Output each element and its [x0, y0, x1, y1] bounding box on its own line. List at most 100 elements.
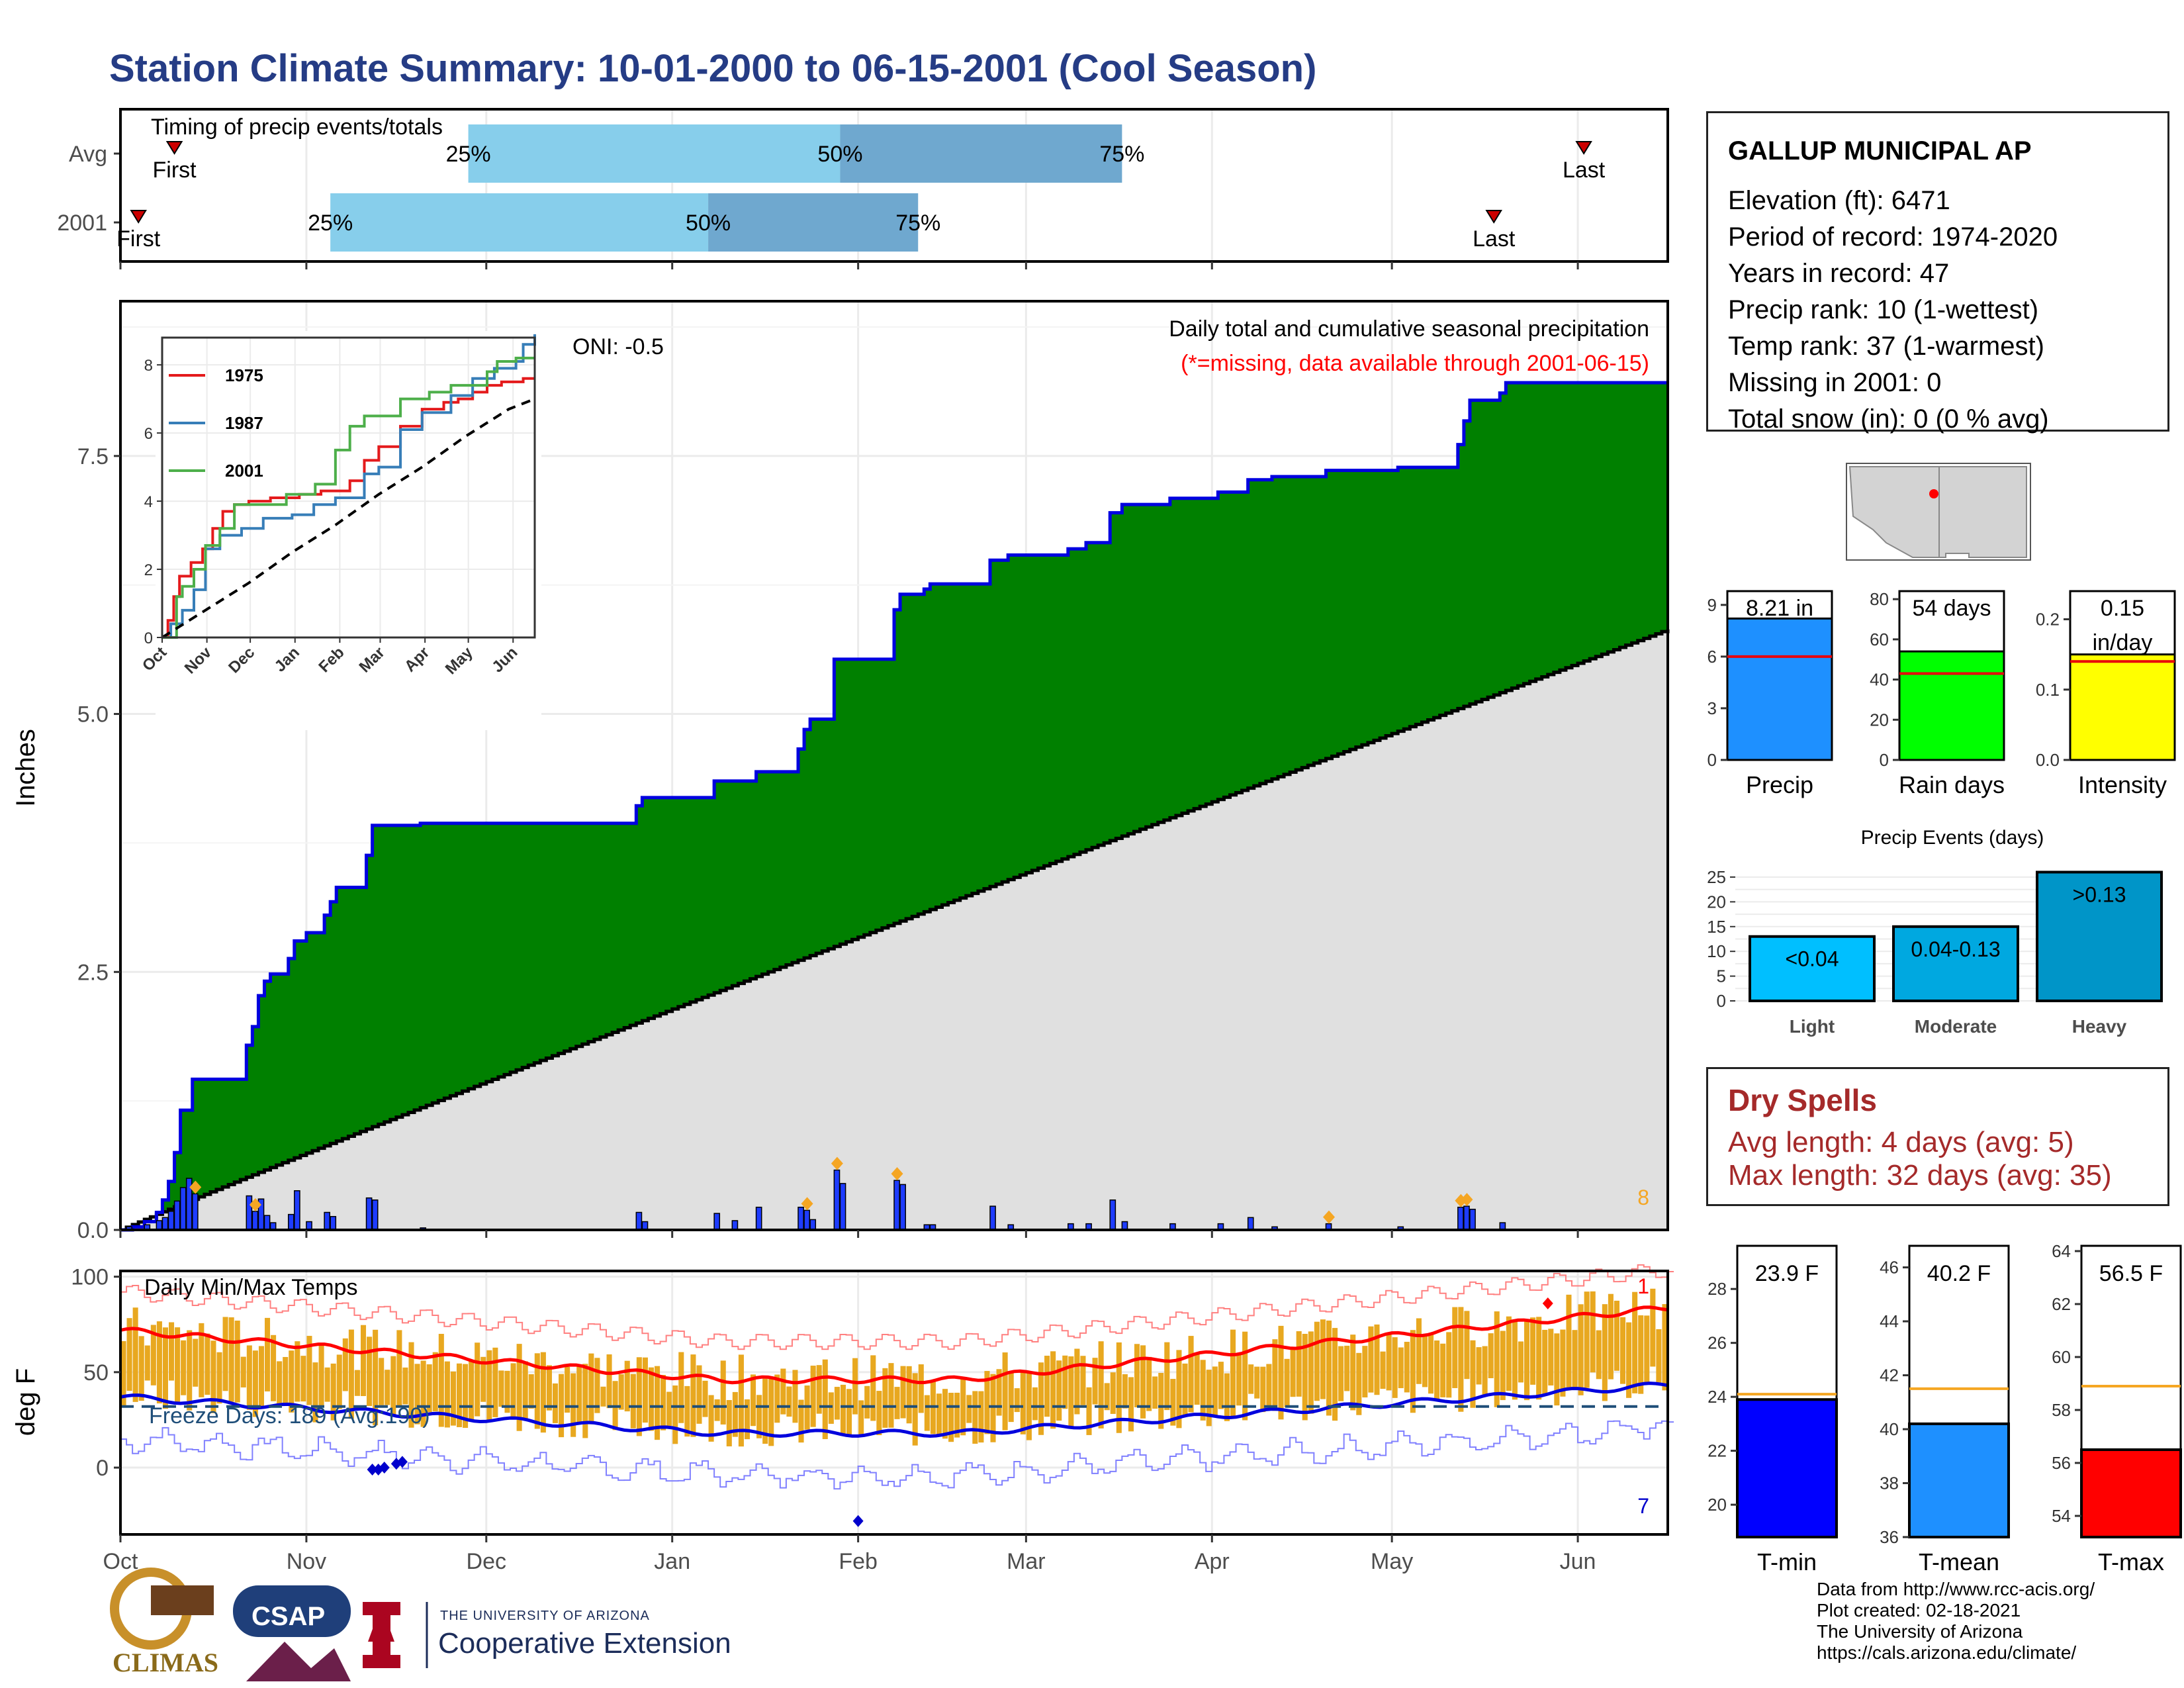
csap-logo-icon [233, 1585, 351, 1637]
daily-temp-bar [1578, 1304, 1584, 1395]
daily-temp-bar [732, 1391, 738, 1437]
daily-temp-bar [1662, 1304, 1668, 1391]
daily-temp-bar [990, 1374, 996, 1442]
summary-bar-value: 8.21 in [1746, 596, 1813, 621]
daily-precip-bar [365, 1197, 373, 1231]
daily-temp-bar [1098, 1341, 1104, 1429]
summary-bar-ytick: 9 [1707, 595, 1717, 615]
precip-ytick-label: 2.5 [77, 960, 109, 985]
daily-precip-bar [287, 1213, 295, 1231]
timing-bar-q25-q50 [330, 193, 709, 252]
record-min-line [120, 1420, 1674, 1490]
summary-bar-ytick: 0.2 [2036, 610, 2060, 630]
daily-temp-bar [1128, 1377, 1134, 1432]
daily-precip-bar [713, 1213, 721, 1231]
daily-temp-bar [295, 1341, 300, 1402]
temp-ytick-label: 0 [96, 1456, 109, 1481]
temp-summary-label: T-min [1757, 1548, 1817, 1575]
daily-temp-bar [852, 1358, 858, 1415]
daily-temp-bar [1458, 1307, 1464, 1412]
daily-temp-bar [1140, 1345, 1146, 1419]
daily-temp-bar [444, 1361, 450, 1428]
summary-bar-ytick: 0 [1707, 750, 1717, 770]
daily-precip-bar [161, 1217, 169, 1231]
inset-legend-label: 1987 [225, 413, 263, 433]
daily-temp-bar [1080, 1356, 1086, 1405]
daily-temp-bar [1500, 1331, 1506, 1401]
daily-temp-bar [840, 1384, 846, 1434]
daily-temp-bar [1032, 1387, 1038, 1421]
daily-temp-bar [1158, 1372, 1164, 1429]
credit-line: The University of Arizona [1817, 1621, 2023, 1642]
summary-bar-unit: in/day [2093, 630, 2153, 655]
daily-temp-bar [642, 1357, 648, 1423]
daily-temp-bar [277, 1361, 283, 1405]
daily-temp-bar [606, 1354, 612, 1409]
timing-panel-frame [119, 108, 1669, 263]
daily-temp-bar [540, 1352, 546, 1433]
daily-temp-bar [870, 1355, 876, 1421]
daily-temp-bar [559, 1374, 565, 1438]
daily-precip-bar [294, 1190, 300, 1231]
events-bar-label: >0.13 [2073, 882, 2126, 906]
temp-summary-ytick: 58 [2052, 1400, 2071, 1420]
ua-logo-icon [368, 1605, 394, 1642]
daily-temp-bar [1416, 1318, 1422, 1384]
daily-temp-bar [1182, 1363, 1188, 1417]
timing-label-25: 25% [446, 142, 491, 167]
daily-temp-bar [1362, 1346, 1368, 1398]
daily-temp-bar [367, 1336, 373, 1406]
station-name: GALLUP MUNICIPAL AP [1728, 136, 2032, 165]
summary-bar-rain-days [1898, 650, 2005, 761]
cumulative-2001-line [120, 381, 1668, 1232]
daily-temp-bar [120, 1340, 126, 1407]
daily-temp-bar [1008, 1372, 1014, 1423]
month-label: Oct [103, 1549, 138, 1574]
daily-temp-bar [1152, 1376, 1158, 1409]
daily-precip-bar [330, 1215, 337, 1231]
avg-max-line [120, 1305, 1668, 1385]
csap-logo-text: CSAP [251, 1602, 326, 1631]
daily-temp-bar [1554, 1333, 1560, 1406]
record-low-marker [396, 1456, 408, 1468]
temp-summary-ytick: 54 [2052, 1506, 2071, 1526]
daily-temp-bar [906, 1366, 912, 1424]
daily-temp-bar [222, 1317, 228, 1391]
daily-temp-bar [1062, 1355, 1068, 1409]
temp-summary-ytick: 28 [1707, 1279, 1727, 1299]
month-label: Feb [839, 1549, 878, 1574]
daily-temp-bar [1392, 1337, 1398, 1398]
daily-temp-bar [630, 1374, 636, 1429]
daily-temp-bar [565, 1366, 570, 1413]
daily-precip-bar [989, 1205, 996, 1231]
daily-temp-bar [936, 1393, 942, 1435]
ua-small-text: THE UNIVERSITY OF ARIZONA [440, 1609, 650, 1623]
events-bar-label: 0.04-0.13 [1911, 937, 2000, 961]
daily-temp-bar [1254, 1366, 1260, 1399]
daily-temp-bar [1440, 1343, 1446, 1397]
events-ytick: 5 [1717, 966, 1726, 986]
daily-temp-bar [414, 1364, 420, 1425]
daily-temp-bar [588, 1353, 594, 1425]
inset-legend-label: 2001 [225, 461, 263, 481]
daily-precip-bar [246, 1195, 253, 1231]
timing-label-75: 75% [1099, 142, 1144, 167]
timing-title: Timing of precip events/totals [151, 115, 443, 140]
daily-precip-bar [635, 1211, 643, 1231]
temp-ytick-label: 50 [83, 1360, 109, 1385]
daily-temp-bar [594, 1358, 600, 1413]
daily-temp-bar [618, 1374, 624, 1410]
daily-temp-bar [342, 1338, 348, 1391]
temp-summary-bar-t-min [1736, 1398, 1838, 1538]
summary-bar-value: 0.15 [2101, 596, 2144, 621]
daily-temp-bar [660, 1375, 666, 1430]
daily-temp-bar [978, 1391, 984, 1443]
precip-subtitle: Daily total and cumulative seasonal prec… [1169, 316, 1649, 342]
daily-temp-bar [984, 1371, 990, 1434]
daily-temp-bar [1596, 1330, 1602, 1380]
daily-temp-bar [216, 1352, 222, 1404]
daily-temp-bar [330, 1363, 336, 1421]
daily-temp-bar [1380, 1351, 1386, 1389]
daily-temp-bar [390, 1356, 396, 1417]
daily-temp-bar [271, 1335, 277, 1401]
